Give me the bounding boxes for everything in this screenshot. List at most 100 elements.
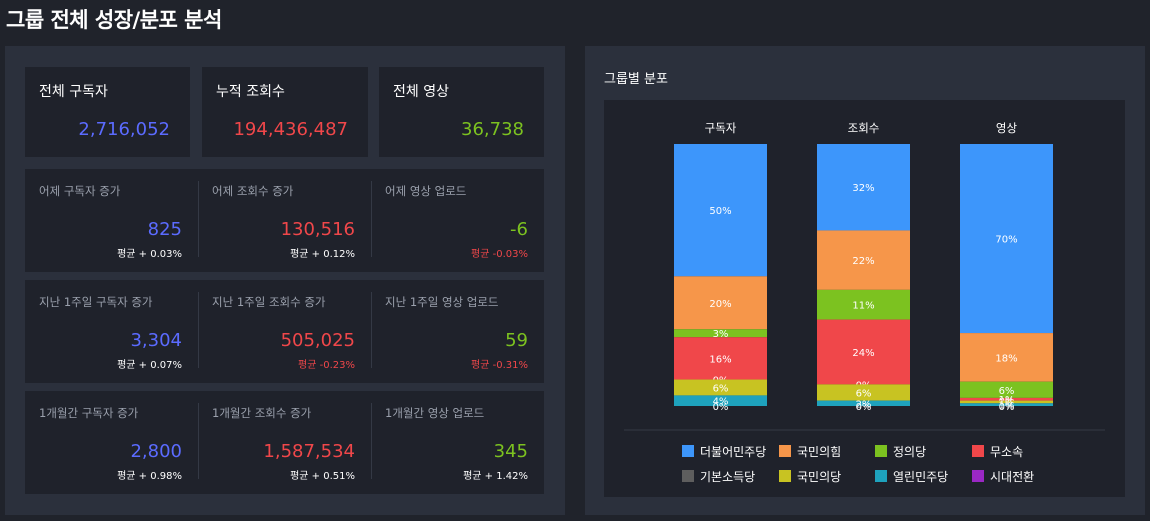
legend-label: 정의당 — [893, 444, 927, 459]
segment-label: 16% — [709, 354, 731, 365]
segment-label: 6% — [713, 383, 729, 394]
distribution-chart: 구독자50%20%3%16%0%6%4%0%조회수32%22%11%24%0%6… — [604, 100, 1125, 497]
total-views-label: 누적 조회수 — [216, 84, 285, 100]
bar-segment[interactable] — [674, 395, 767, 406]
bar-segment[interactable] — [960, 333, 1053, 382]
segment-label: 70% — [995, 235, 1017, 246]
divider — [371, 292, 372, 368]
bar-segment[interactable] — [817, 400, 910, 406]
legend-label: 국민의힘 — [797, 444, 842, 459]
total-videos-card: 전체 영상 36,738 — [379, 67, 544, 157]
bar-segment[interactable] — [817, 319, 910, 385]
segment-label: 24% — [852, 348, 874, 359]
stat-cell: 1개월간 조회수 증가 1,587,534 평균 + 0.51% — [198, 391, 371, 494]
bar-segment[interactable] — [817, 230, 910, 290]
divider — [371, 181, 372, 257]
stat-cell: 1개월간 구독자 증가 2,800 평균 + 0.98% — [25, 391, 198, 494]
bar-segment[interactable] — [674, 144, 767, 277]
total-views-value: 194,436,487 — [233, 119, 348, 140]
bar-segment[interactable] — [960, 381, 1053, 398]
distribution-panel: 그룹별 분포 구독자50%20%3%16%0%6%4%0%조회수32%22%11… — [585, 46, 1145, 515]
legend-item[interactable]: 시대전환 — [972, 468, 1034, 484]
legend-item[interactable]: 정의당 — [875, 443, 926, 459]
legend-label: 국민의당 — [797, 469, 842, 484]
bar-segment[interactable] — [674, 337, 767, 380]
bar-segment[interactable] — [960, 403, 1053, 406]
bar-segment[interactable] — [817, 289, 910, 320]
legend-item[interactable]: 열린민주당 — [875, 468, 948, 484]
bar-segment[interactable] — [674, 329, 767, 338]
stat-value: 505,025 — [280, 330, 355, 351]
stat-label: 지난 1주일 조회수 증가 — [212, 295, 326, 309]
segment-label: 18% — [995, 353, 1017, 364]
legend-label: 기본소득당 — [700, 469, 756, 484]
stat-cell: 어제 구독자 증가 825 평균 + 0.03% — [25, 169, 198, 272]
legend-swatch — [682, 445, 694, 457]
stat-average: 평균 -0.31% — [471, 360, 528, 371]
segment-label: 50% — [709, 206, 731, 217]
stat-value: 2,800 — [130, 441, 182, 462]
stat-cell: 1개월간 영상 업로드 345 평균 + 1.42% — [371, 391, 544, 494]
segment-label: 0% — [713, 402, 729, 413]
segment-label: 0% — [999, 402, 1015, 413]
total-subscribers-value: 2,716,052 — [78, 119, 170, 140]
bar-segment[interactable] — [674, 379, 767, 396]
category-label: 영상 — [996, 121, 1018, 135]
yesterday-growth-card: 어제 구독자 증가 825 평균 + 0.03% 어제 조회수 증가 130,5… — [25, 169, 544, 272]
stat-average: 평균 + 1.42% — [463, 471, 528, 482]
stat-average: 평균 -0.03% — [471, 249, 528, 260]
stat-label: 어제 조회수 증가 — [212, 184, 294, 198]
total-subscribers-card: 전체 구독자 2,716,052 — [25, 67, 190, 157]
stat-cell: 어제 조회수 증가 130,516 평균 + 0.12% — [198, 169, 371, 272]
stat-average: 평균 + 0.03% — [117, 249, 182, 260]
divider — [198, 292, 199, 368]
total-videos-label: 전체 영상 — [393, 84, 449, 100]
legend-label: 무소속 — [990, 444, 1024, 459]
stats-panel: 전체 구독자 2,716,052 누적 조회수 194,436,487 전체 영… — [5, 46, 565, 515]
weekly-growth-card: 지난 1주일 구독자 증가 3,304 평균 + 0.07% 지난 1주일 조회… — [25, 280, 544, 383]
legend-label: 시대전환 — [990, 469, 1035, 484]
legend-item[interactable]: 국민의당 — [779, 468, 841, 484]
stat-label: 1개월간 영상 업로드 — [385, 406, 485, 420]
stat-value: 825 — [147, 219, 182, 240]
bar-segment[interactable] — [960, 144, 1053, 334]
total-videos-value: 36,738 — [461, 119, 524, 140]
legend-swatch — [972, 470, 984, 482]
category-label: 조회수 — [848, 121, 880, 135]
segment-label: 11% — [852, 301, 874, 312]
page-title: 그룹 전체 성장/분포 분석 — [6, 8, 222, 32]
legend-item[interactable]: 무소속 — [972, 443, 1023, 459]
stat-label: 어제 구독자 증가 — [39, 184, 121, 198]
segment-label: 20% — [709, 299, 731, 310]
bar-segment[interactable] — [674, 276, 767, 330]
stat-value: 130,516 — [280, 219, 355, 240]
bar-segment[interactable] — [817, 144, 910, 231]
legend-label: 열린민주당 — [893, 469, 949, 484]
segment-label: 4% — [713, 397, 729, 408]
stat-average: 평균 + 0.98% — [117, 471, 182, 482]
stat-label: 지난 1주일 영상 업로드 — [385, 295, 499, 309]
segment-label: 6% — [856, 388, 872, 399]
bar-segment[interactable] — [960, 400, 1053, 404]
stat-value: 345 — [493, 441, 528, 462]
legend-swatch — [875, 445, 887, 457]
legend-item[interactable]: 더불어민주당 — [682, 443, 766, 459]
legend-swatch — [682, 470, 694, 482]
stat-cell: 지난 1주일 조회수 증가 505,025 평균 -0.23% — [198, 280, 371, 383]
bar-segment[interactable] — [817, 384, 910, 401]
divider — [198, 403, 199, 479]
stat-label: 1개월간 구독자 증가 — [39, 406, 139, 420]
legend-item[interactable]: 기본소득당 — [682, 468, 755, 484]
stat-value: -6 — [510, 219, 528, 240]
monthly-growth-card: 1개월간 구독자 증가 2,800 평균 + 0.98% 1개월간 조회수 증가… — [25, 391, 544, 494]
total-views-card: 누적 조회수 194,436,487 — [202, 67, 368, 157]
stat-average: 평균 + 0.12% — [290, 249, 355, 260]
segment-label: 22% — [852, 256, 874, 267]
legend-item[interactable]: 국민의힘 — [779, 443, 841, 459]
stat-cell: 지난 1주일 구독자 증가 3,304 평균 + 0.07% — [25, 280, 198, 383]
bar-segment[interactable] — [960, 397, 1053, 401]
divider — [198, 181, 199, 257]
segment-label: 1% — [999, 401, 1015, 412]
divider — [371, 403, 372, 479]
stat-value: 1,587,534 — [263, 441, 355, 462]
